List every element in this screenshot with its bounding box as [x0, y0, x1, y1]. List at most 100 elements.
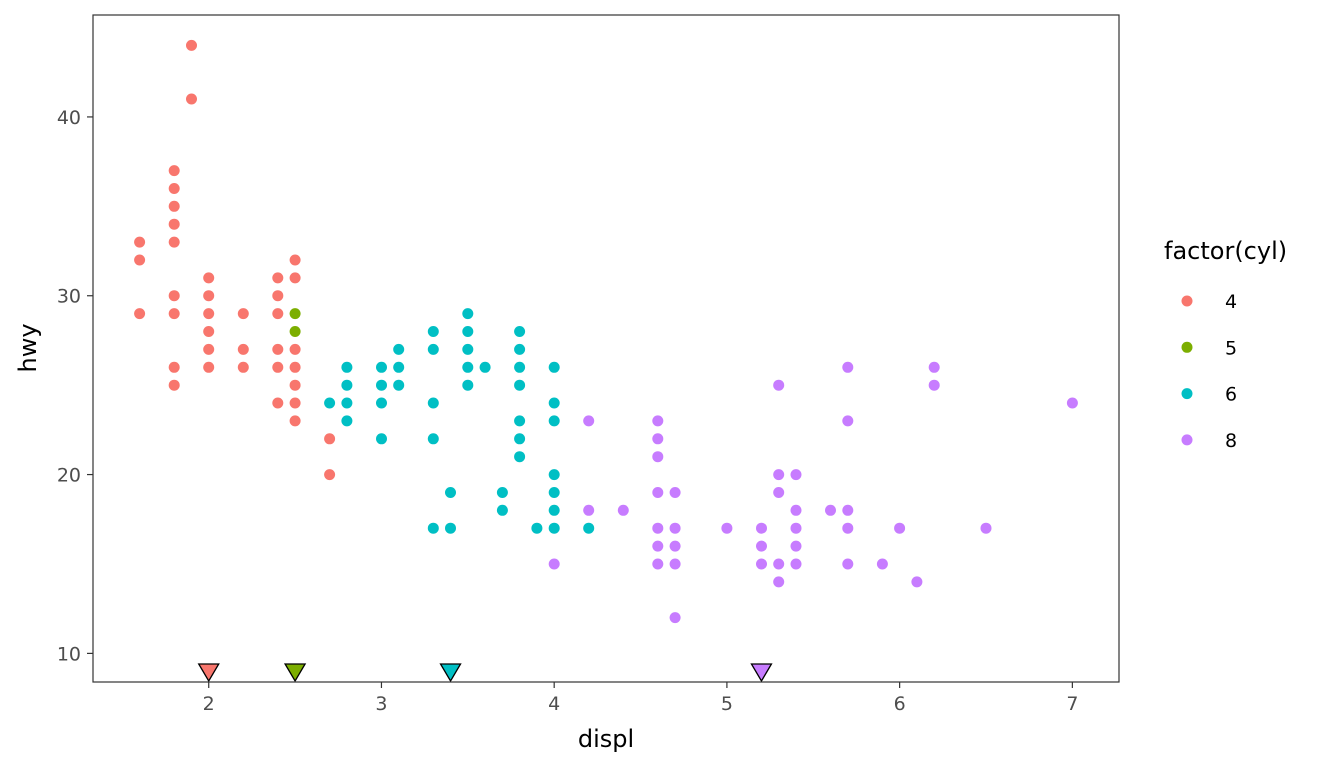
- data-point-cyl-8: [669, 558, 681, 570]
- data-point-cyl-8: [842, 522, 854, 534]
- data-point-cyl-4: [289, 361, 301, 373]
- data-point-cyl-8: [790, 469, 802, 481]
- legend-title: factor(cyl): [1164, 237, 1287, 265]
- data-point-cyl-6: [376, 361, 387, 373]
- data-point-cyl-6: [341, 397, 353, 409]
- data-point-cyl-8: [652, 487, 664, 498]
- data-point-cyl-6: [496, 504, 508, 516]
- marker-triangle-cyl-8: [750, 663, 773, 683]
- x-axis: 2 3 4 5 6 7: [203, 682, 1078, 715]
- legend-label-cyl-5: 5: [1225, 337, 1237, 359]
- data-point-cyl-8: [790, 558, 802, 570]
- data-point-cyl-8: [652, 522, 664, 534]
- data-point-cyl-6: [341, 415, 353, 427]
- markers-layer: [197, 663, 773, 683]
- data-point-cyl-6: [341, 361, 353, 373]
- marker-triangle-cyl-6: [439, 663, 462, 683]
- data-point-cyl-4: [272, 272, 284, 284]
- legend-key-cyl-5: [1181, 341, 1193, 353]
- data-point-cyl-6: [376, 397, 387, 409]
- data-point-cyl-6: [462, 308, 474, 320]
- data-point-cyl-4: [134, 254, 146, 266]
- data-point-cyl-4: [324, 469, 336, 481]
- data-point-cyl-8: [652, 540, 664, 552]
- x-tick-label: 4: [548, 693, 560, 715]
- data-point-cyl-8: [773, 487, 785, 498]
- data-point-cyl-4: [237, 361, 249, 373]
- points-layer: [134, 39, 1078, 624]
- data-point-cyl-4: [289, 272, 301, 284]
- data-point-cyl-8: [928, 379, 940, 391]
- data-point-cyl-8: [790, 504, 802, 516]
- data-point-cyl-8: [669, 540, 681, 552]
- data-point-cyl-4: [324, 433, 336, 445]
- data-point-cyl-8: [669, 487, 681, 498]
- data-point-cyl-4: [168, 236, 180, 248]
- data-point-cyl-4: [272, 397, 284, 409]
- data-point-cyl-6: [531, 522, 543, 534]
- data-point-cyl-8: [980, 522, 992, 534]
- x-tick-label: 2: [203, 693, 215, 715]
- data-point-cyl-6: [427, 522, 439, 534]
- y-tick-label: 40: [57, 107, 81, 129]
- legend-key-cyl-4: [1181, 295, 1193, 307]
- data-point-cyl-8: [790, 540, 802, 552]
- data-point-cyl-4: [186, 39, 197, 51]
- data-point-cyl-4: [203, 272, 215, 284]
- data-point-cyl-8: [652, 558, 664, 570]
- data-point-cyl-6: [514, 361, 526, 373]
- data-point-cyl-8: [652, 415, 664, 427]
- data-point-cyl-6: [479, 361, 491, 373]
- data-point-cyl-8: [842, 415, 854, 427]
- y-tick-label: 10: [57, 643, 81, 665]
- data-point-cyl-5: [289, 326, 301, 337]
- data-point-cyl-6: [393, 379, 405, 391]
- data-point-cyl-4: [203, 290, 215, 302]
- data-point-cyl-8: [773, 469, 785, 481]
- data-point-cyl-6: [496, 487, 508, 498]
- data-point-cyl-8: [669, 522, 681, 534]
- marker-triangle-cyl-4: [197, 663, 220, 683]
- data-point-cyl-6: [462, 379, 474, 391]
- data-point-cyl-4: [272, 308, 284, 320]
- data-point-cyl-4: [272, 361, 284, 373]
- data-point-cyl-8: [583, 415, 595, 427]
- data-point-cyl-6: [514, 343, 526, 355]
- data-point-cyl-6: [583, 522, 595, 534]
- data-point-cyl-4: [237, 343, 249, 355]
- data-point-cyl-8: [652, 451, 664, 463]
- y-tick-label: 30: [57, 286, 81, 308]
- data-point-cyl-4: [203, 361, 215, 373]
- legend-key-cyl-6: [1181, 388, 1193, 400]
- data-point-cyl-6: [462, 326, 474, 337]
- data-point-cyl-6: [341, 379, 353, 391]
- data-point-cyl-4: [168, 290, 180, 302]
- x-tick-label: 6: [894, 693, 906, 715]
- x-axis-title: displ: [578, 725, 634, 753]
- x-tick-label: 5: [721, 693, 733, 715]
- data-point-cyl-8: [1066, 397, 1078, 409]
- data-point-cyl-6: [548, 522, 560, 534]
- data-point-cyl-4: [237, 308, 249, 320]
- data-point-cyl-8: [825, 504, 836, 516]
- y-axis-title: hwy: [14, 323, 42, 372]
- data-point-cyl-6: [324, 397, 336, 409]
- data-point-cyl-8: [876, 558, 888, 570]
- legend: factor(cyl) 4 5 6 8: [1164, 237, 1287, 452]
- data-point-cyl-4: [168, 308, 180, 320]
- data-point-cyl-6: [427, 433, 439, 445]
- data-point-cyl-8: [756, 558, 767, 570]
- data-point-cyl-4: [186, 93, 197, 105]
- data-point-cyl-8: [842, 504, 854, 516]
- data-point-cyl-6: [548, 504, 560, 516]
- data-point-cyl-8: [773, 558, 785, 570]
- data-point-cyl-6: [427, 326, 439, 337]
- data-point-cyl-6: [462, 361, 474, 373]
- data-point-cyl-6: [514, 451, 526, 463]
- data-point-cyl-8: [669, 612, 681, 624]
- data-point-cyl-6: [427, 397, 439, 409]
- legend-label-cyl-4: 4: [1225, 291, 1237, 313]
- marker-triangle-cyl-5: [283, 663, 307, 683]
- data-point-cyl-6: [548, 415, 560, 427]
